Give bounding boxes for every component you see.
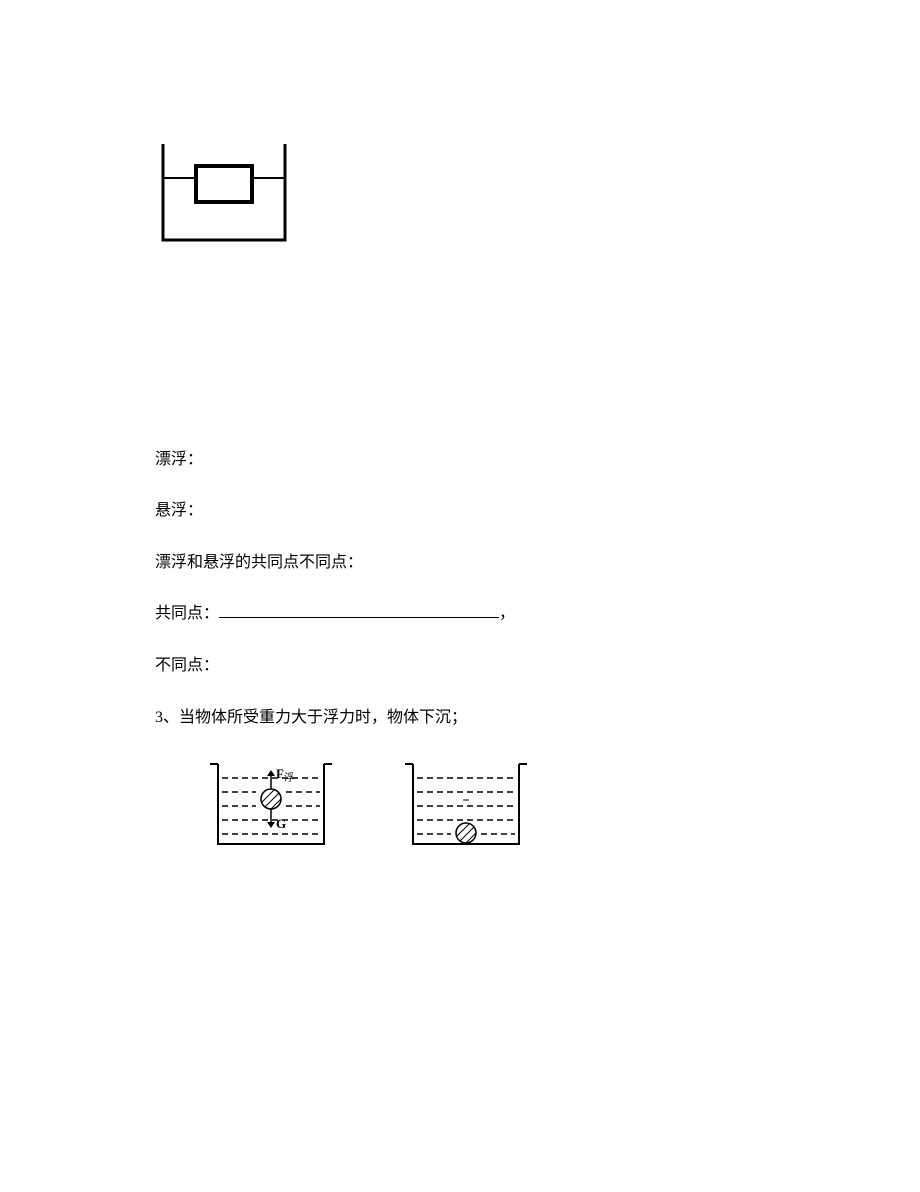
diff-label: 不同点：: [155, 653, 920, 679]
item-3: 3、当物体所受重力大于浮力时，物体下沉；: [155, 705, 920, 731]
float-label: 漂浮：: [155, 447, 920, 473]
sunk-beaker: [405, 756, 530, 860]
suspend-label: 悬浮：: [155, 498, 920, 524]
common-label: 共同点：: [155, 605, 219, 622]
common-point-line: 共同点： ，: [155, 601, 920, 627]
svg-text:浮: 浮: [284, 772, 294, 784]
svg-text:G: G: [276, 816, 286, 831]
blank-line: [219, 602, 499, 618]
common-suffix: ，: [499, 605, 515, 622]
floating-block-diagram: [155, 140, 920, 257]
sinking-beaker-forces: F 浮 G: [210, 756, 335, 860]
compare-title: 漂浮和悬浮的共同点不同点：: [155, 550, 920, 576]
svg-text:F: F: [276, 766, 284, 781]
